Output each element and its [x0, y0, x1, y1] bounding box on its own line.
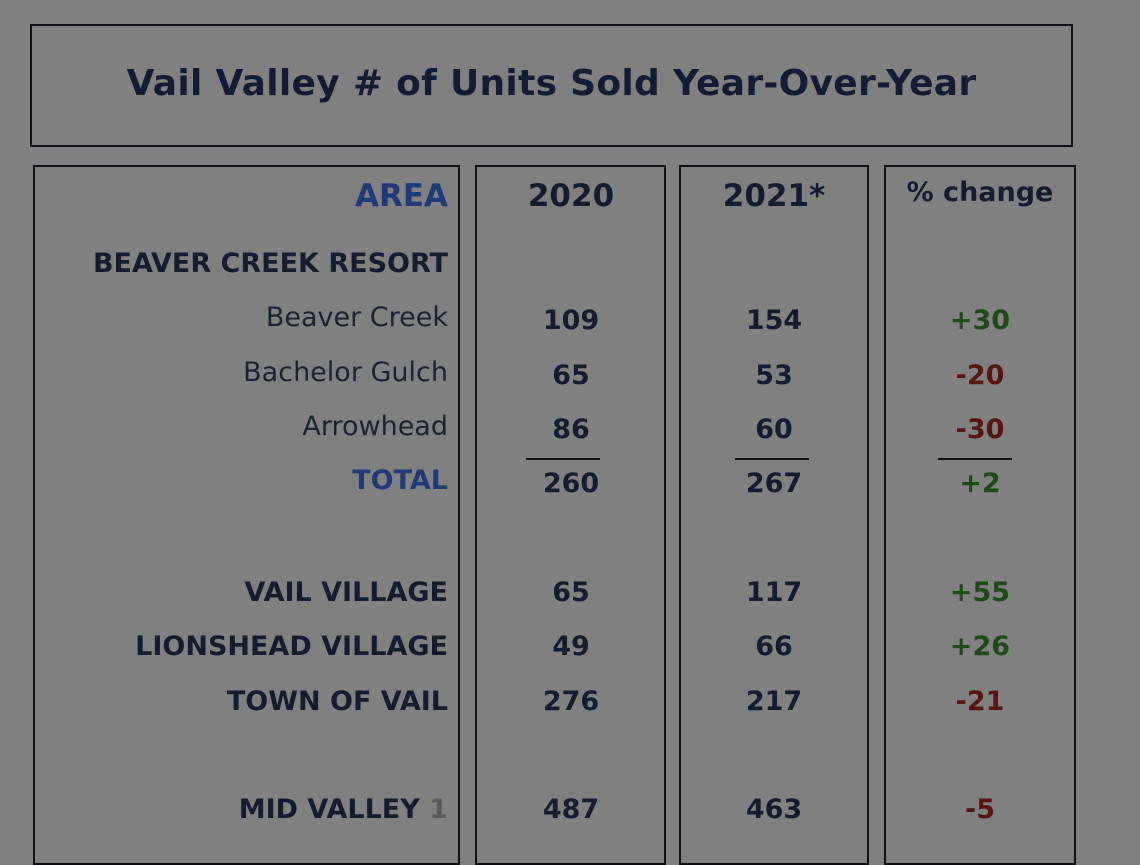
- table-row-label: VAIL VILLAGE: [244, 577, 448, 608]
- table-cell-pct: -21: [955, 686, 1005, 717]
- table-cell-pct: -30: [955, 414, 1005, 445]
- table-cell-2020: 109: [542, 305, 600, 336]
- table-row-label: MID VALLEY 1: [239, 794, 448, 825]
- table-cell-2021: 217: [745, 686, 803, 717]
- table-cell-2021: 53: [755, 360, 793, 391]
- table-cell-pct: -5: [965, 794, 995, 825]
- total-2020: 260: [542, 468, 600, 499]
- header-percent-change: % change: [906, 177, 1054, 208]
- header-2021: 2021*: [722, 178, 826, 214]
- total-rule-pct: [938, 458, 1012, 460]
- table-cell-pct: +55: [949, 577, 1011, 608]
- table-cell-2020: 49: [552, 631, 590, 662]
- total-rule-2020: [526, 458, 600, 460]
- title-box: Vail Valley # of Units Sold Year-Over-Ye…: [30, 24, 1073, 147]
- table-row-label: Bachelor Gulch: [243, 357, 448, 388]
- header-area: AREA: [354, 178, 448, 214]
- table-cell-2020: 86: [552, 414, 590, 445]
- header-2020: 2020: [527, 178, 615, 214]
- table-cell-2020: 276: [542, 686, 600, 717]
- year-2021-column: [679, 165, 869, 865]
- table-cell-2021: 117: [745, 577, 803, 608]
- table-row-label: Arrowhead: [302, 411, 448, 442]
- table-cell-pct: -20: [955, 360, 1005, 391]
- table-cell-2021: 463: [745, 794, 803, 825]
- year-2020-column: [475, 165, 666, 865]
- table-cell-2021: 60: [755, 414, 793, 445]
- total-label: TOTAL: [352, 465, 448, 496]
- table-cell-2020: 65: [552, 360, 590, 391]
- percent-change-column: [884, 165, 1076, 865]
- table-cell-pct: +26: [949, 631, 1011, 662]
- footnote-marker: 1: [429, 794, 448, 825]
- table-cell-pct: +30: [949, 305, 1011, 336]
- table-cell-2021: 154: [745, 305, 803, 336]
- table-cell-2020: 487: [542, 794, 600, 825]
- total-pct: +2: [959, 468, 1001, 499]
- table-cell-2021: 66: [755, 631, 793, 662]
- table-row-label: LIONSHEAD VILLAGE: [135, 631, 448, 662]
- table-cell-2020: 65: [552, 577, 590, 608]
- table-row-label: TOWN OF VAIL: [226, 686, 448, 717]
- total-rule-2021: [735, 458, 809, 460]
- table-row-label: Beaver Creek: [265, 302, 448, 333]
- group-heading: BEAVER CREEK RESORT: [92, 248, 448, 279]
- mid-valley-label: MID VALLEY: [238, 794, 420, 825]
- total-2021: 267: [745, 468, 803, 499]
- page-title: Vail Valley # of Units Sold Year-Over-Ye…: [126, 63, 977, 104]
